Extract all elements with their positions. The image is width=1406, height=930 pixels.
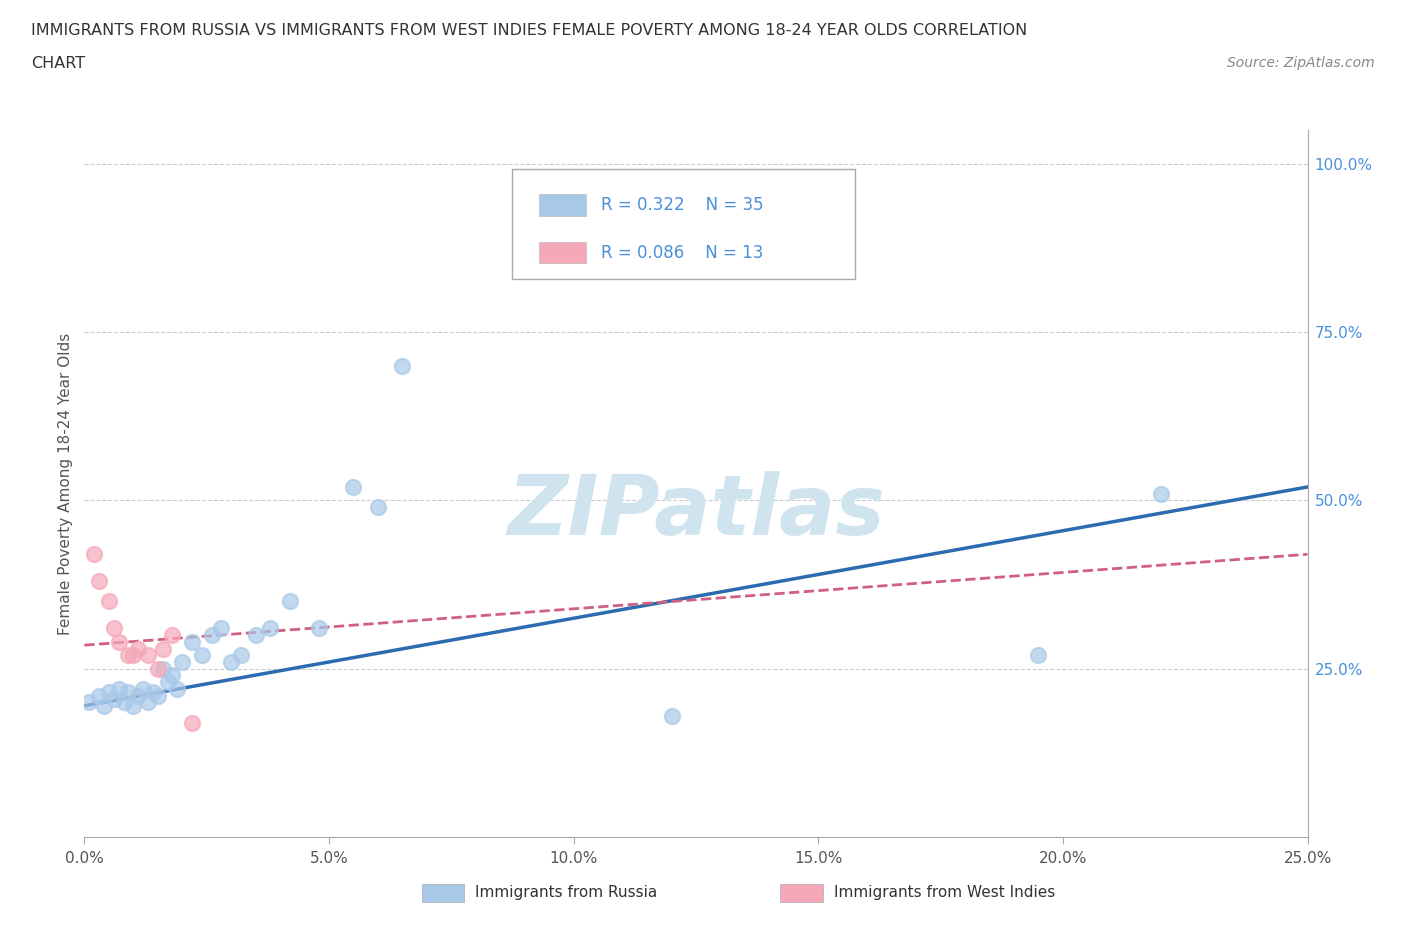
Text: R = 0.086    N = 13: R = 0.086 N = 13 [600,244,763,261]
Point [127,688,149,703]
Point [127,641,149,656]
Point [200,628,222,643]
FancyBboxPatch shape [540,194,586,216]
Point [181,715,204,730]
Point [97,594,120,609]
Point [122,698,145,713]
Point [181,634,204,649]
Text: Source: ZipAtlas.com: Source: ZipAtlas.com [1227,56,1375,70]
Y-axis label: Female Poverty Among 18-24 Year Olds: Female Poverty Among 18-24 Year Olds [58,333,73,635]
Point [162,628,184,643]
Point [136,695,159,710]
Point [342,480,364,495]
Point [1150,486,1173,501]
FancyBboxPatch shape [540,242,586,263]
Point [219,655,242,670]
Point [172,655,194,670]
Point [83,547,105,562]
Text: IMMIGRANTS FROM RUSSIA VS IMMIGRANTS FROM WEST INDIES FEMALE POVERTY AMONG 18-24: IMMIGRANTS FROM RUSSIA VS IMMIGRANTS FRO… [31,23,1028,38]
FancyBboxPatch shape [513,169,855,279]
Text: R = 0.322    N = 35: R = 0.322 N = 35 [600,196,763,214]
Point [259,621,281,636]
FancyBboxPatch shape [422,884,464,902]
Point [97,684,120,699]
Point [107,634,129,649]
Text: CHART: CHART [31,56,84,71]
Point [308,621,330,636]
Point [142,684,165,699]
Point [152,641,174,656]
Point [191,648,214,663]
Point [87,688,110,703]
Point [152,661,174,676]
Point [136,648,159,663]
Point [391,358,413,373]
Point [1028,648,1050,663]
Text: ZIPatlas: ZIPatlas [508,472,884,552]
Point [107,682,129,697]
Point [156,675,179,690]
Text: Immigrants from West Indies: Immigrants from West Indies [834,885,1054,900]
Point [122,648,145,663]
Point [112,695,135,710]
Point [146,661,169,676]
Point [103,692,125,707]
FancyBboxPatch shape [780,884,823,902]
Point [661,709,683,724]
Point [117,648,139,663]
Point [146,688,169,703]
Point [87,574,110,589]
Point [209,621,232,636]
Point [93,698,115,713]
Point [229,648,252,663]
Point [367,499,389,514]
Point [117,684,139,699]
Point [77,695,100,710]
Point [166,682,188,697]
Point [162,668,184,683]
Point [278,594,301,609]
Text: Immigrants from Russia: Immigrants from Russia [475,885,658,900]
Point [245,628,267,643]
Point [103,621,125,636]
Point [132,682,155,697]
